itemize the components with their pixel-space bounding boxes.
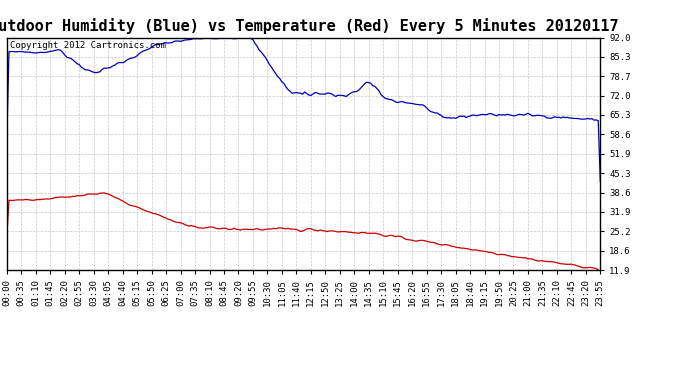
Text: Copyright 2012 Cartronics.com: Copyright 2012 Cartronics.com xyxy=(10,41,166,50)
Title: Outdoor Humidity (Blue) vs Temperature (Red) Every 5 Minutes 20120117: Outdoor Humidity (Blue) vs Temperature (… xyxy=(0,18,618,33)
